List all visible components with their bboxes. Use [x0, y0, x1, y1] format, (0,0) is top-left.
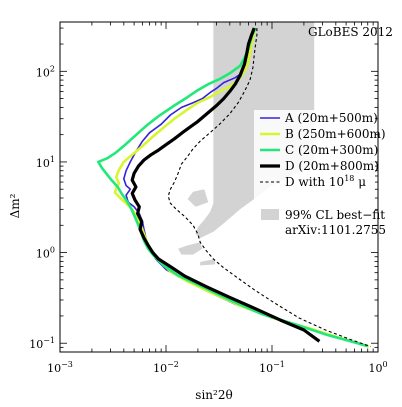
x-tick-label: 10−3: [47, 360, 73, 375]
x-tick-label: 10−1: [259, 360, 285, 375]
best-fit-region-patch: [178, 242, 203, 255]
y-tick-label: 102: [36, 64, 55, 79]
x-tick-label: 10−2: [153, 360, 179, 375]
legend: A (20m+500m) B (250m+600m) C (20m+300m) D (…: [254, 110, 386, 238]
best-fit-region-patch: [187, 189, 209, 207]
legend-label-b: B (250m+600m): [285, 127, 386, 141]
ticks-group: [59, 22, 379, 353]
series-line-d: [130, 27, 321, 343]
chart-banner: GLoBES 2012: [308, 25, 393, 39]
y-tick-label: 101: [36, 155, 55, 170]
tick-labels-group: 10−3 10−2 10−1 100 10−1 100 101 102: [29, 64, 387, 375]
x-axis-label: sin²2θ: [195, 388, 232, 402]
legend-label-best-fit: 99% CL best−fit: [285, 208, 385, 222]
legend-label-a: A (20m+500m): [284, 111, 378, 125]
series-group: [97, 27, 371, 348]
plot-frame: [59, 21, 379, 353]
series-line-e: [167, 28, 371, 348]
y-axis-label: Δm²: [8, 193, 22, 218]
legend-label-c: C (20m+300m): [285, 143, 378, 157]
legend-label-d: D (20m+800m): [285, 159, 379, 173]
legend-label-e: D with 1018 μ: [285, 174, 366, 189]
x-tick-label: 100: [368, 360, 387, 375]
legend-swatch-best-fit: [261, 209, 279, 220]
y-tick-label: 100: [36, 246, 55, 261]
y-tick-label: 10−1: [29, 336, 55, 351]
legend-label-best-fit-ref: arXiv:1101.2755: [285, 223, 386, 237]
series-line-c: [97, 27, 369, 348]
best-fit-region-patch: [200, 259, 215, 266]
